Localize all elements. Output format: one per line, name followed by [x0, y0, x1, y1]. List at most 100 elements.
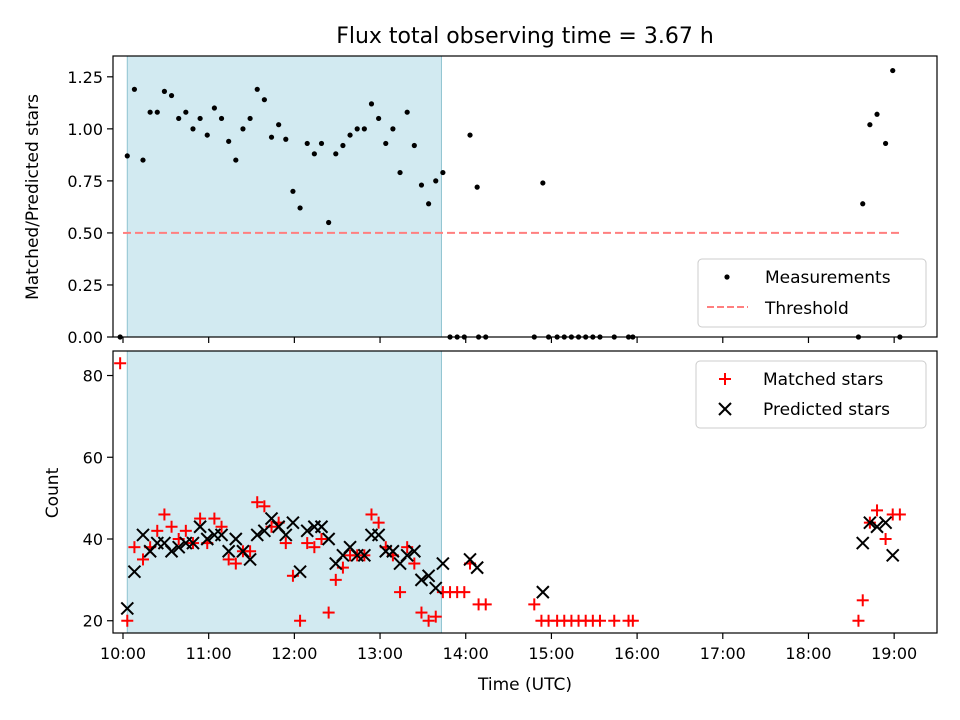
measurement-point-29 — [326, 219, 332, 226]
matched-point-69 — [879, 533, 892, 545]
measurement-point-13 — [211, 105, 217, 111]
x-tick-label-0: 10:00 — [100, 644, 146, 663]
measurement-point-70 — [882, 140, 889, 147]
matched-point-61 — [593, 614, 606, 627]
predicted-point-2 — [136, 528, 150, 542]
matched-point-6 — [158, 508, 171, 521]
x-tick-label-5: 15:00 — [528, 644, 574, 663]
predicted-point-39 — [400, 548, 414, 563]
matched-point-48 — [458, 586, 471, 599]
predicted-point-17 — [243, 552, 257, 567]
measurement-point-71 — [890, 67, 896, 74]
matched-point-19 — [251, 496, 264, 509]
measurement-point-49 — [467, 132, 473, 138]
predicted-point-7 — [171, 540, 186, 554]
matched-point-30 — [329, 573, 342, 586]
top-y-tick-label-3: 0.75 — [67, 172, 103, 191]
matched-point-44 — [429, 610, 442, 623]
top-y-tick-label-4: 1.00 — [67, 120, 103, 139]
matched-point-36 — [372, 516, 385, 529]
measurement-point-43 — [426, 201, 432, 207]
matched-point-62 — [608, 614, 621, 627]
measurement-point-24 — [290, 188, 296, 194]
top-legend-box — [697, 258, 927, 328]
predicted-point-14 — [221, 544, 236, 558]
measurement-point-1 — [124, 153, 130, 159]
measurement-point-28 — [318, 140, 325, 147]
matched-point-3 — [136, 553, 149, 566]
predicted-point-27 — [314, 520, 329, 534]
bottom-legend: Matched stars Predicted stars — [695, 360, 927, 429]
legend-predicted-marker — [718, 402, 732, 416]
bottom-axes-frame — [112, 350, 938, 634]
measurement-point-39 — [397, 169, 403, 176]
matched-point-9 — [179, 524, 192, 537]
bottom-y-tick-label-3: 80 — [83, 367, 103, 386]
top-shade-rect — [126, 55, 442, 338]
x-tick-label-1: 11:00 — [186, 644, 232, 663]
measurement-point-25 — [297, 205, 303, 211]
matched-point-11 — [194, 512, 207, 525]
x-tick-label-8: 18:00 — [785, 644, 831, 663]
x-tick-label-3: 13:00 — [357, 644, 403, 663]
measurement-point-31 — [340, 142, 346, 149]
measurement-point-38 — [390, 126, 396, 132]
measurement-point-30 — [333, 151, 339, 157]
measurement-point-9 — [183, 109, 189, 115]
bottom-x-ticks: 10:00 11:00 12:00 13:00 14:00 15:00 16:00 17:00… — [100, 633, 917, 663]
measurement-point-35 — [368, 101, 375, 107]
matched-point-42 — [415, 606, 428, 619]
measurement-point-14 — [218, 115, 225, 122]
x-axis-label: Time (UTC) — [477, 675, 572, 695]
top-legend: Measurements Threshold — [697, 258, 927, 328]
matched-point-14 — [215, 520, 228, 533]
predicted-point-48 — [856, 536, 870, 550]
bottom-legend-box — [695, 360, 927, 429]
predicted-point-46 — [470, 560, 484, 575]
bottom-shade-rect — [126, 350, 442, 634]
matched-point-28 — [315, 533, 328, 545]
x-tick-label-9: 19:00 — [871, 644, 917, 663]
top-panel: 0.00 0.25 0.50 0.75 1.00 1.25 Matched/Predict… — [23, 55, 938, 347]
measurement-point-42 — [418, 182, 425, 188]
bottom-y-tick-label-2: 60 — [83, 448, 103, 467]
bottom-y-ticks: 20 40 60 80 — [83, 367, 113, 631]
measurement-point-27 — [311, 151, 317, 157]
measurement-point-22 — [276, 122, 282, 128]
top-observing-window-shade — [126, 55, 442, 338]
measurement-point-2 — [131, 86, 138, 92]
bottom-panel: 10:00 11:00 12:00 13:00 14:00 15:00 16:00 17:00… — [43, 350, 938, 695]
predicted-point-40 — [407, 544, 422, 558]
predicted-point-42 — [421, 569, 436, 583]
matched-point-65 — [852, 614, 865, 627]
matched-point-16 — [229, 557, 242, 570]
measurement-point-18 — [247, 115, 253, 122]
predicted-point-19 — [257, 524, 272, 538]
matched-point-39 — [394, 586, 407, 599]
predicted-point-23 — [286, 515, 300, 530]
measurement-point-45 — [440, 169, 446, 176]
measurement-point-51 — [474, 184, 480, 190]
predicted-point-41 — [414, 573, 429, 587]
measurement-point-68 — [867, 122, 873, 128]
top-y-axis-label: Matched/Predicted stars — [23, 94, 43, 300]
predicted-point-52 — [886, 548, 900, 563]
predicted-point-1 — [127, 564, 142, 579]
matched-point-41 — [408, 557, 421, 570]
measurement-point-67 — [860, 201, 866, 207]
matched-point-0 — [114, 357, 127, 370]
matched-point-20 — [258, 500, 271, 513]
x-tick-label-2: 12:00 — [271, 644, 317, 663]
measurement-point-10 — [190, 126, 196, 132]
predicted-point-33 — [357, 548, 372, 563]
measurement-point-7 — [168, 92, 175, 99]
predicted-point-43 — [429, 581, 443, 595]
predicted-point-51 — [878, 515, 893, 530]
matched-point-23 — [279, 537, 292, 550]
matched-point-64 — [626, 614, 639, 627]
predicted-point-47 — [536, 585, 550, 599]
predicted-point-18 — [250, 528, 264, 542]
top-y-tick-label-2: 0.50 — [67, 224, 103, 243]
predicted-point-10 — [193, 520, 207, 534]
